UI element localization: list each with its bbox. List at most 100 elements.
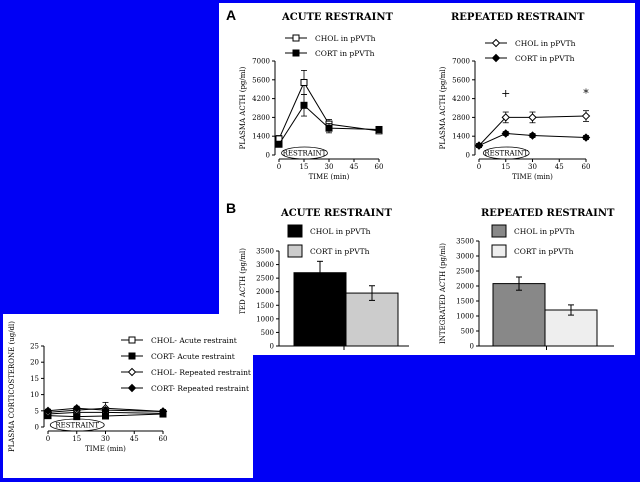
x-tick-label: 30 — [325, 163, 334, 171]
legend-marker — [127, 383, 137, 393]
data-point — [43, 406, 53, 416]
chart-title: REPEATED RESTRAINT — [451, 12, 585, 23]
x-tick-label: 15 — [300, 163, 309, 171]
data-point — [73, 413, 81, 421]
corticosterone-chart: 0 5 10 15 20 25 0 15 30 45 60 TIME (min) PLASMA CORT… — [8, 321, 251, 453]
y-tick-label: 3000 — [256, 261, 274, 269]
panel-b-label: B — [226, 200, 236, 216]
x-tick-label: 15 — [72, 435, 81, 443]
x-tick-label: 45 — [130, 435, 139, 443]
data-point — [501, 113, 510, 122]
chart-title: REPEATED RESTRAINT — [481, 208, 615, 219]
legend-swatch — [491, 244, 507, 258]
data-point — [101, 405, 110, 415]
corticosterone-panel: 0 5 10 15 20 25 0 15 30 45 60 TIME (min) PLASMA CORT… — [3, 314, 253, 478]
y-tick-label: 0 — [270, 343, 274, 351]
x-tick-label: 30 — [528, 163, 537, 171]
repeated-acth-chart: REPEATED RESTRAINT 0 1400 2800 4200 5600 7000 0… — [439, 12, 590, 181]
bar — [492, 283, 546, 347]
x-axis-label: TIME (min) — [309, 173, 350, 181]
restraint-ellipse — [482, 146, 530, 160]
data-point — [501, 129, 510, 138]
y-tick-label: 1400 — [252, 133, 270, 141]
data-point — [275, 140, 283, 148]
y-tick-label: 25 — [30, 343, 39, 351]
figure-ab-svg: A B ACUTE RESTRAINT 0 1400 2800 4200 5600 7000… — [226, 7, 615, 351]
series-line — [478, 115, 587, 146]
series-line — [478, 133, 587, 147]
x-axis-label: TIME (min) — [512, 173, 553, 181]
chart-title: ACUTE RESTRAINT — [280, 208, 392, 219]
y-axis-label: PLASMA ACTH (pg/ml) — [439, 66, 447, 149]
x-tick-label: 60 — [375, 163, 384, 171]
y-tick-label: 1000 — [256, 315, 274, 323]
legend-marker — [128, 336, 136, 344]
x-axis-label: TIME (min) — [85, 445, 126, 453]
legend-swatch — [287, 244, 303, 258]
x-tick-label: 60 — [159, 435, 168, 443]
y-tick-label: 3500 — [456, 238, 474, 246]
x-tick-label: 0 — [277, 163, 281, 171]
y-tick-label: 10 — [30, 391, 39, 399]
legend-label: CORT in pPVTh — [514, 247, 574, 256]
bar — [345, 292, 399, 347]
chart-title: ACUTE RESTRAINT — [281, 12, 393, 23]
y-tick-label: 2500 — [256, 275, 274, 283]
legend-marker — [491, 38, 501, 48]
y-axis-label: PLASMA ACTH (pg/ml) — [239, 66, 247, 149]
acute-acth-chart: ACUTE RESTRAINT 0 1400 2800 4200 5600 7000 0 15 3… — [239, 12, 393, 181]
legend-marker — [127, 367, 137, 377]
y-axis-label: INTEGRATED ACTH (pg/ml) — [439, 243, 447, 344]
restraint-ellipse — [281, 146, 328, 160]
y-tick-label: 1000 — [456, 313, 474, 321]
legend-marker — [128, 352, 136, 360]
significance-mark: + — [501, 87, 510, 100]
y-tick-label: 7000 — [452, 58, 470, 66]
y-tick-label: 0 — [466, 152, 470, 160]
y-axis-label: PLASMA CORTICOSTERONE (ug/dl) — [8, 321, 16, 452]
x-tick-label: 60 — [582, 163, 591, 171]
series-line — [47, 411, 164, 415]
y-tick-label: 2000 — [456, 283, 474, 291]
legend-marker — [491, 53, 501, 63]
legend-label: CORT in pPVTh — [515, 54, 575, 63]
x-tick-label: 30 — [101, 435, 110, 443]
data-point — [528, 131, 537, 140]
data-point — [581, 111, 591, 121]
legend-label: CHOL- Acute restraint — [151, 336, 237, 345]
x-tick-label: 45 — [555, 163, 564, 171]
series-line — [278, 104, 380, 145]
series-line — [278, 81, 380, 140]
y-tick-label: 1500 — [456, 298, 474, 306]
acute-integrated-chart: ACUTE RESTRAINT 0 500 1000 1500 2000 2500 3000 3… — [239, 208, 409, 351]
legend-label: CHOL in pPVTh — [515, 39, 576, 48]
repeated-integrated-chart: REPEATED RESTRAINT 0 500 1000 1500 2000 2500 30… — [439, 208, 615, 351]
corticosterone-svg: 0 5 10 15 20 25 0 15 30 45 60 TIME (min) PLASMA CORT… — [8, 321, 251, 453]
legend-label: CORT in pPVTh — [315, 49, 375, 58]
y-tick-label: 20 — [30, 359, 39, 367]
legend-label: CHOL in pPVTh — [310, 227, 371, 236]
y-tick-label: 5 — [35, 407, 39, 415]
y-tick-label: 5600 — [452, 76, 470, 84]
significance-mark: * — [583, 87, 589, 100]
y-tick-label: 1400 — [452, 133, 470, 141]
data-point — [528, 113, 537, 122]
legend-label: CHOL in pPVTh — [315, 34, 376, 43]
legend-marker — [292, 34, 300, 42]
y-tick-label: 4200 — [252, 95, 270, 103]
data-point — [300, 78, 308, 86]
y-tick-label: 2500 — [456, 268, 474, 276]
y-tick-label: 0 — [266, 152, 270, 160]
x-tick-label: 0 — [46, 435, 50, 443]
restraint-label: RESTRAINT — [55, 422, 99, 430]
y-tick-label: 2800 — [452, 114, 470, 122]
y-tick-label: 0 — [35, 424, 39, 432]
legend-label: CORT- Repeated restraint — [151, 384, 249, 393]
x-tick-label: 15 — [501, 163, 510, 171]
y-tick-label: 500 — [261, 329, 274, 337]
figure-panel-ab: A B ACUTE RESTRAINT 0 1400 2800 4200 5600 7000… — [219, 3, 635, 355]
legend-label: CHOL in pPVTh — [514, 227, 575, 236]
series-line — [47, 407, 164, 412]
legend-label: CORT- Acute restraint — [151, 352, 235, 361]
data-point — [325, 124, 333, 132]
